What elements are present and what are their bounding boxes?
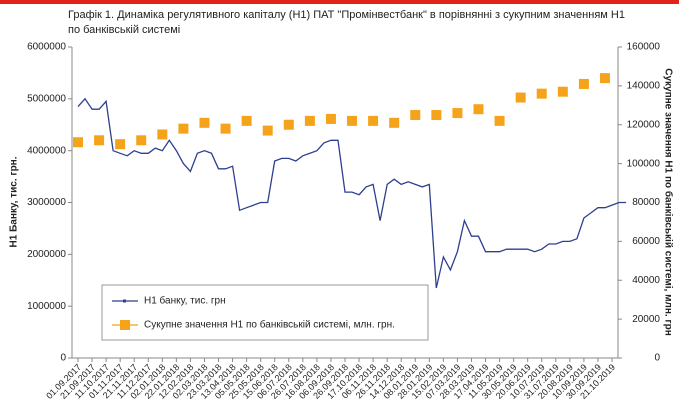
y2-tick-label: 140000 — [627, 81, 661, 92]
square-marker — [283, 119, 294, 130]
y-tick-label: 5000000 — [27, 93, 66, 104]
square-marker — [557, 86, 568, 97]
y2-tick-label: 40000 — [632, 275, 660, 286]
y-tick-label: 2000000 — [27, 249, 66, 260]
square-marker — [410, 110, 421, 121]
y2-tick-label: 120000 — [627, 119, 661, 130]
square-marker — [389, 117, 400, 128]
y2-tick-label: 0 — [654, 353, 660, 364]
square-marker — [262, 125, 273, 136]
y2-tick-label: 80000 — [632, 197, 660, 208]
square-marker — [431, 110, 442, 121]
y-tick-label: 1000000 — [27, 301, 66, 312]
square-marker — [73, 137, 83, 148]
y2-tick-label: 20000 — [632, 314, 660, 325]
legend-label: Н1 банку, тис. грн — [144, 295, 226, 307]
square-marker — [452, 108, 463, 119]
square-marker — [473, 104, 484, 115]
y-axis-title: Н1 Банку, тис. грн. — [9, 156, 20, 247]
chart-title: Графік 1. Динаміка регулятивного капітал… — [68, 9, 625, 36]
square-marker — [578, 78, 589, 89]
square-marker — [157, 129, 168, 140]
square-marker — [220, 123, 231, 134]
series-line — [77, 97, 627, 289]
legend-marker — [123, 299, 126, 303]
square-marker — [94, 135, 105, 146]
square-marker — [494, 115, 505, 126]
square-marker — [599, 73, 610, 84]
square-marker — [115, 139, 126, 150]
y2-tick-label: 160000 — [627, 42, 661, 53]
y2-axis-title: Сукупне значення Н1 по банківській систе… — [662, 68, 674, 336]
legend-marker — [120, 320, 130, 330]
square-marker — [304, 115, 315, 126]
square-marker — [515, 92, 526, 103]
legend-box — [101, 284, 429, 341]
square-marker — [241, 115, 252, 126]
y-tick-label: 3000000 — [27, 197, 66, 208]
square-marker — [536, 88, 547, 99]
square-marker — [347, 115, 358, 126]
square-marker — [368, 115, 379, 126]
legend-label: Сукупне значення Н1 по банківській систе… — [144, 319, 395, 331]
square-marker — [325, 113, 336, 124]
y-tick-label: 0 — [60, 353, 66, 364]
y2-tick-label: 100000 — [627, 158, 661, 169]
y2-tick-label: 60000 — [632, 236, 660, 247]
square-marker — [199, 117, 210, 128]
top-bar — [0, 0, 679, 4]
y-tick-label: 4000000 — [27, 145, 66, 156]
square-marker — [178, 123, 189, 134]
y-tick-label: 6000000 — [27, 42, 66, 53]
square-marker — [136, 135, 147, 146]
